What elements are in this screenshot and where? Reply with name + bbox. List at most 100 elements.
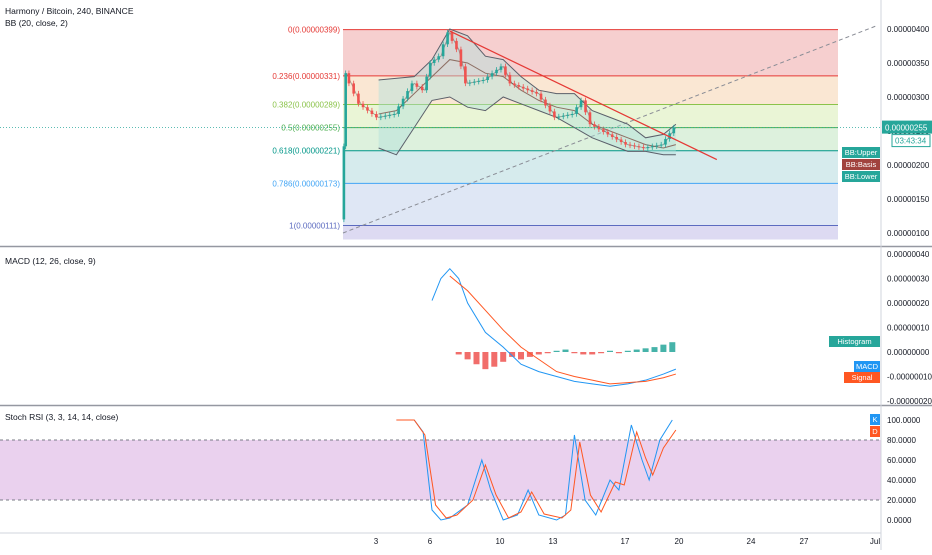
candle-body[interactable] (477, 80, 481, 82)
macd-histogram-bar[interactable] (580, 352, 587, 355)
stoch-k-line[interactable] (396, 419, 673, 521)
candle-body[interactable] (410, 83, 414, 92)
candle-body[interactable] (606, 131, 610, 135)
macd-histogram-bar[interactable] (535, 352, 542, 355)
candle-body[interactable] (406, 91, 409, 99)
candle-body[interactable] (602, 129, 605, 132)
bb-side-tag[interactable] (842, 159, 880, 170)
macd-histogram-bar[interactable] (491, 352, 498, 367)
candle-body[interactable] (420, 86, 424, 91)
candle-body[interactable] (633, 145, 636, 147)
signal-line[interactable] (449, 275, 677, 385)
candle-body[interactable] (397, 106, 400, 114)
candle-body[interactable] (508, 74, 512, 84)
candle-body[interactable] (481, 80, 485, 81)
candle-body[interactable] (432, 59, 436, 63)
stoch-side-tag[interactable] (870, 414, 880, 425)
candle-body[interactable] (361, 103, 365, 108)
candle-body[interactable] (352, 83, 355, 94)
candle-body[interactable] (513, 83, 516, 86)
candle-body[interactable] (441, 44, 445, 57)
candle-body[interactable] (548, 105, 552, 112)
candle-body[interactable] (637, 146, 641, 148)
candle-body[interactable] (486, 76, 489, 80)
candle-body[interactable] (455, 40, 458, 50)
candle-body[interactable] (437, 56, 440, 60)
candle-body[interactable] (370, 110, 374, 114)
macd-histogram-bar[interactable] (571, 352, 578, 354)
macd-histogram-bar[interactable] (669, 342, 676, 352)
macd-histogram-bar[interactable] (544, 352, 551, 354)
candle-body[interactable] (499, 66, 503, 70)
stoch-legend[interactable]: Stoch RSI (3, 3, 14, 14, close) (5, 412, 118, 422)
macd-side-tag[interactable] (829, 336, 880, 347)
bb-side-tag[interactable] (842, 171, 880, 182)
candle-body[interactable] (428, 63, 432, 77)
stoch-legend-text[interactable]: Stoch RSI (3, 3, 14, 14, close) (5, 412, 119, 422)
candle-body[interactable] (553, 111, 556, 118)
candle-body[interactable] (392, 114, 396, 115)
macd-histogram-bar[interactable] (509, 352, 516, 357)
candle-body[interactable] (650, 146, 654, 148)
symbol-title[interactable]: Harmony / Bitcoin, 240, BINANCE (5, 6, 134, 16)
macd-histogram-bar[interactable] (624, 350, 631, 352)
macd-histogram-bar[interactable] (500, 352, 507, 362)
macd-histogram-bar[interactable] (598, 352, 605, 354)
macd-legend[interactable]: MACD (12, 26, close, 9) (5, 256, 96, 266)
candle-body[interactable] (664, 138, 667, 145)
macd-side-tag[interactable] (844, 372, 880, 383)
candle-body[interactable] (425, 76, 428, 91)
candle-body[interactable] (342, 146, 346, 220)
candle-body[interactable] (401, 98, 405, 107)
macd-histogram-bar[interactable] (482, 352, 489, 370)
macd-histogram-bar[interactable] (615, 352, 622, 354)
candle-body[interactable] (375, 114, 378, 118)
candle-body[interactable] (642, 147, 645, 149)
macd-histogram-bar[interactable] (464, 352, 471, 360)
macd-histogram-bar[interactable] (553, 350, 560, 352)
candle-body[interactable] (521, 86, 525, 89)
candle-body[interactable] (459, 49, 463, 67)
macd-histogram-bar[interactable] (633, 349, 640, 352)
candle-body[interactable] (615, 136, 618, 140)
stoch-side-tag[interactable] (870, 426, 880, 437)
candle-body[interactable] (619, 139, 623, 143)
candle-body[interactable] (646, 147, 650, 149)
candle-body[interactable] (415, 83, 419, 87)
candle-body[interactable] (588, 112, 592, 125)
candle-body[interactable] (490, 73, 494, 77)
candle-body[interactable] (597, 126, 601, 130)
macd-histogram-bar[interactable] (642, 348, 649, 352)
candle-body[interactable] (357, 93, 360, 104)
bb-side-tag[interactable] (842, 147, 880, 158)
bb-lower-line[interactable] (378, 96, 676, 156)
bb-legend-text[interactable]: BB (20, close, 2) (5, 18, 68, 28)
macd-side-tag[interactable] (854, 361, 880, 372)
candle-body[interactable] (388, 114, 392, 116)
candle-body[interactable] (468, 82, 472, 84)
candle-body[interactable] (539, 93, 543, 100)
macd-histogram-bar[interactable] (562, 349, 569, 352)
macd-histogram-bar[interactable] (473, 352, 480, 365)
candle-body[interactable] (535, 91, 538, 94)
macd-histogram-bar[interactable] (651, 347, 658, 352)
candle-body[interactable] (472, 81, 476, 83)
candle-body[interactable] (570, 114, 574, 115)
candle-body[interactable] (575, 107, 578, 114)
candle-body[interactable] (593, 124, 596, 127)
macd-histogram-bar[interactable] (607, 350, 613, 352)
candle-body[interactable] (379, 116, 383, 118)
candle-body[interactable] (561, 115, 565, 117)
candle-body[interactable] (464, 66, 467, 84)
candle-body[interactable] (655, 145, 659, 147)
bb-upper-line[interactable] (378, 28, 677, 139)
symbol-title-text[interactable]: Harmony / Bitcoin, 240, BINANCE (5, 6, 134, 16)
macd-histogram-bar[interactable] (589, 352, 596, 355)
stoch-d-line[interactable] (396, 419, 677, 519)
candle-body[interactable] (347, 73, 351, 84)
candle-body[interactable] (610, 134, 614, 137)
candle-body[interactable] (544, 99, 547, 106)
macd-histogram-bar[interactable] (518, 352, 524, 360)
